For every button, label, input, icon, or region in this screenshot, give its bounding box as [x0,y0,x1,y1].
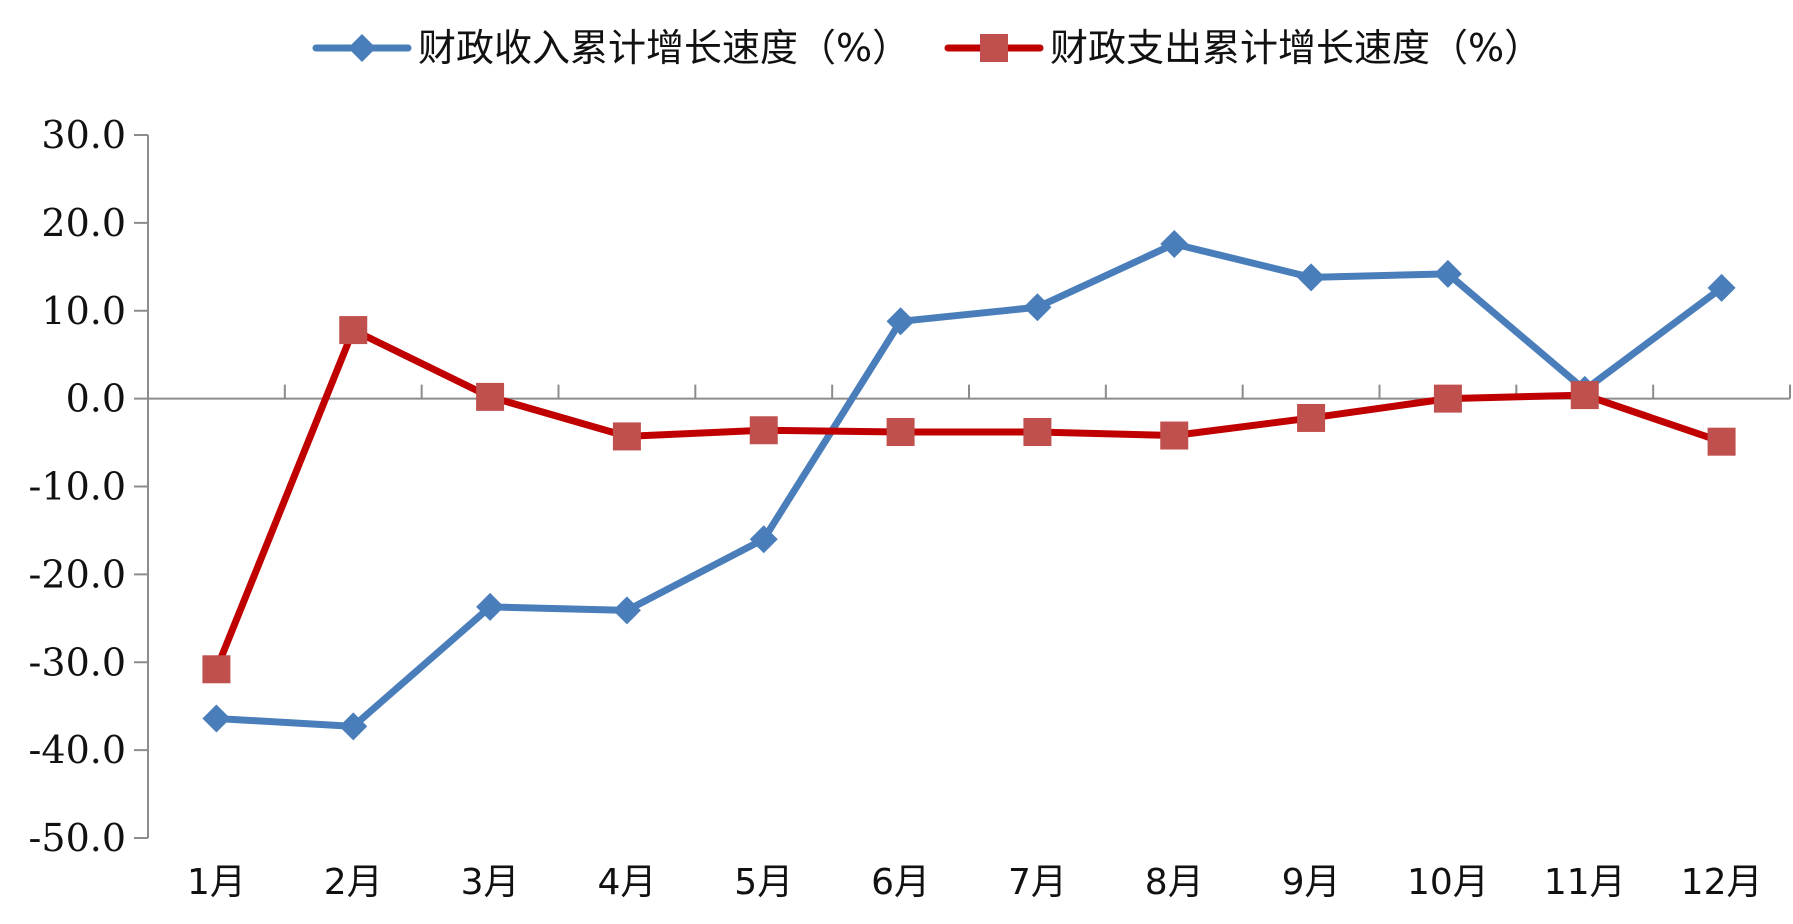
x-tick-label: 9月 [1282,862,1341,903]
y-tick-label: 20.0 [41,201,126,245]
data-point [1433,259,1462,288]
data-point [1707,427,1736,456]
x-tick-label: 3月 [461,862,520,903]
y-tick-label: -30.0 [29,640,126,684]
data-point [1023,418,1052,447]
x-tick-label: 1月 [187,862,246,903]
data-point [612,596,641,625]
x-tick-label: 6月 [871,862,930,903]
x-axis: 1月 2月 3月 4月 5月 6月 7月 8月 9月 10月 11月 12月 [148,384,1791,903]
y-tick-label: -50.0 [29,816,126,860]
series-line [212,240,1726,730]
data-point [1023,293,1052,322]
data-point [339,712,368,741]
legend-label: 财政支出累计增长速度（%） [1050,26,1542,70]
x-tick-label: 5月 [734,862,793,903]
data-point [886,307,915,336]
y-tick-label: 10.0 [41,289,126,333]
data-point [1160,229,1189,258]
y-tick-label: -10.0 [29,465,126,509]
legend-marker [348,34,376,62]
legend-label: 财政收入累计增长速度（%） [418,26,910,70]
series-line [212,326,1726,673]
data-point [476,592,505,621]
x-tick-label: 8月 [1145,862,1204,903]
data-point [749,416,778,445]
x-tick-label: 2月 [324,862,383,903]
data-point [886,418,915,447]
data-point [749,525,778,554]
legend-item-1: 财政收入累计增长速度（%） [312,26,910,70]
x-tick-label: 12月 [1681,862,1763,903]
y-tick-label: -20.0 [29,552,126,596]
data-point [1570,381,1599,410]
data-point [1160,421,1189,450]
y-tick-label: -40.0 [29,728,126,772]
series-2 [202,316,1736,684]
series-1 [202,229,1736,741]
x-tick-label: 11月 [1544,862,1626,903]
data-point [1297,403,1326,432]
series-layer [202,229,1736,741]
legend-item-2: 财政支出累计增长速度（%） [944,26,1542,70]
y-axis: 30.0 20.0 10.0 0.0 -10.0 -20.0 -30.0 -40.0 -50.0 [29,113,149,860]
data-point [202,655,231,684]
x-tick-label: 10月 [1407,862,1489,903]
data-point [612,422,641,451]
data-point [476,382,505,411]
y-tick-label: 0.0 [66,377,126,421]
data-point [1707,273,1736,302]
data-point [339,316,368,345]
legend: 财政收入累计增长速度（%） 财政支出累计增长速度（%） [312,26,1542,70]
data-point [1433,384,1462,413]
legend-marker [980,34,1008,62]
x-tick-label: 7月 [1008,862,1067,903]
y-tick-label: 30.0 [41,113,126,157]
x-tick-label: 4月 [597,862,656,903]
data-point [1297,263,1326,292]
data-point [202,704,231,733]
